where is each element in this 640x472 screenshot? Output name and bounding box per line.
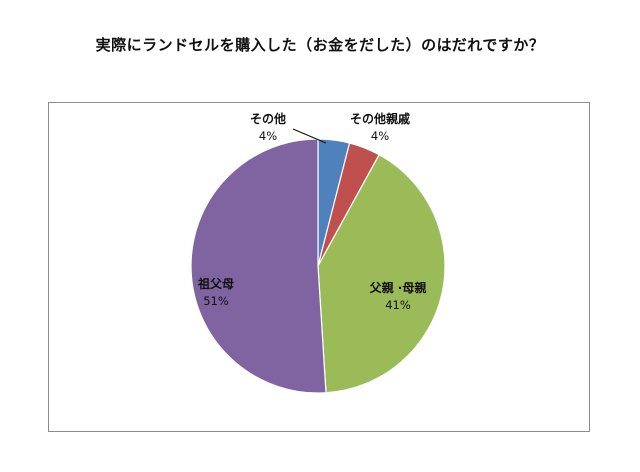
pie-slice-4	[190, 138, 327, 394]
slice-value-3: 41%	[385, 298, 411, 312]
slice-label-3: 父親 ·母親	[369, 280, 427, 295]
slice-value-2: 4%	[371, 129, 389, 143]
slice-label-1: その他	[250, 111, 286, 126]
chart-title: 実際にランドセルを購入した（お金をだした）のはだれですか？	[95, 36, 545, 54]
slice-value-1: 4%	[259, 129, 277, 143]
pie-slices	[190, 138, 446, 394]
slice-labels: その他 4% その他親戚 4% 父親 ·母親 41% 祖父母 51%	[197, 111, 426, 312]
pie-slice-3	[317, 153, 446, 394]
slice-label-4: 祖父母	[197, 276, 234, 291]
leader-line-1	[292, 128, 327, 144]
slice-value-4: 51%	[203, 294, 229, 308]
slice-label-2: その他親戚	[350, 111, 410, 126]
